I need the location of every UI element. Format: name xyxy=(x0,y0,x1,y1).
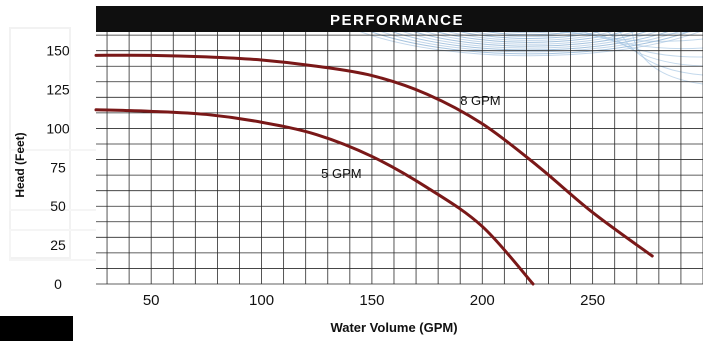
curve-series-0 xyxy=(94,53,654,258)
curve-series-1 xyxy=(94,108,535,286)
water-arc xyxy=(447,32,613,41)
y-tick-label: 50 xyxy=(50,198,66,214)
y-tick-label: 25 xyxy=(50,237,66,253)
y-tick-label: 0 xyxy=(54,276,62,292)
y-tick-label: 100 xyxy=(46,120,70,136)
y-axis-label: Head (Feet) xyxy=(13,132,27,197)
y-tick-label: 75 xyxy=(50,159,66,175)
x-tick-label: 250 xyxy=(580,292,605,309)
plot-area xyxy=(96,32,703,284)
water-arc xyxy=(391,32,669,51)
water-arc xyxy=(472,32,588,38)
water-arc xyxy=(359,32,701,57)
x-axis-label: Water Volume (GPM) xyxy=(330,320,457,335)
water-arc xyxy=(413,32,647,47)
x-tick-label: 50 xyxy=(143,292,160,309)
water-arc xyxy=(504,32,556,34)
curve-label-8gpm: 8 GPM xyxy=(460,93,500,108)
chart-title: PERFORMANCE xyxy=(330,12,464,29)
water-arc xyxy=(607,32,703,67)
y-tick-label: 150 xyxy=(46,43,70,59)
x-tick-label: 200 xyxy=(470,292,495,309)
x-tick-label: 150 xyxy=(359,292,384,309)
water-arc xyxy=(435,32,625,43)
water-arc xyxy=(595,32,703,58)
y-tick-labels: 0 25 50 75 100 125 150 xyxy=(46,43,70,292)
water-arc xyxy=(583,32,703,50)
curve-label-5gpm: 5 GPM xyxy=(321,166,361,181)
water-arc xyxy=(619,32,703,76)
water-arc xyxy=(486,32,574,36)
water-arc xyxy=(424,32,636,45)
black-tab-decoration xyxy=(0,316,73,341)
title-band xyxy=(96,6,703,32)
x-tick-labels: 50 100 150 200 250 xyxy=(143,292,605,309)
curves xyxy=(94,53,654,286)
water-arc xyxy=(402,32,658,49)
y-tick-label: 125 xyxy=(46,82,70,98)
water-arc xyxy=(459,32,601,39)
water-arc xyxy=(370,32,690,55)
grid-lines xyxy=(96,32,703,285)
x-tick-label: 100 xyxy=(249,292,274,309)
water-arc xyxy=(381,32,679,53)
